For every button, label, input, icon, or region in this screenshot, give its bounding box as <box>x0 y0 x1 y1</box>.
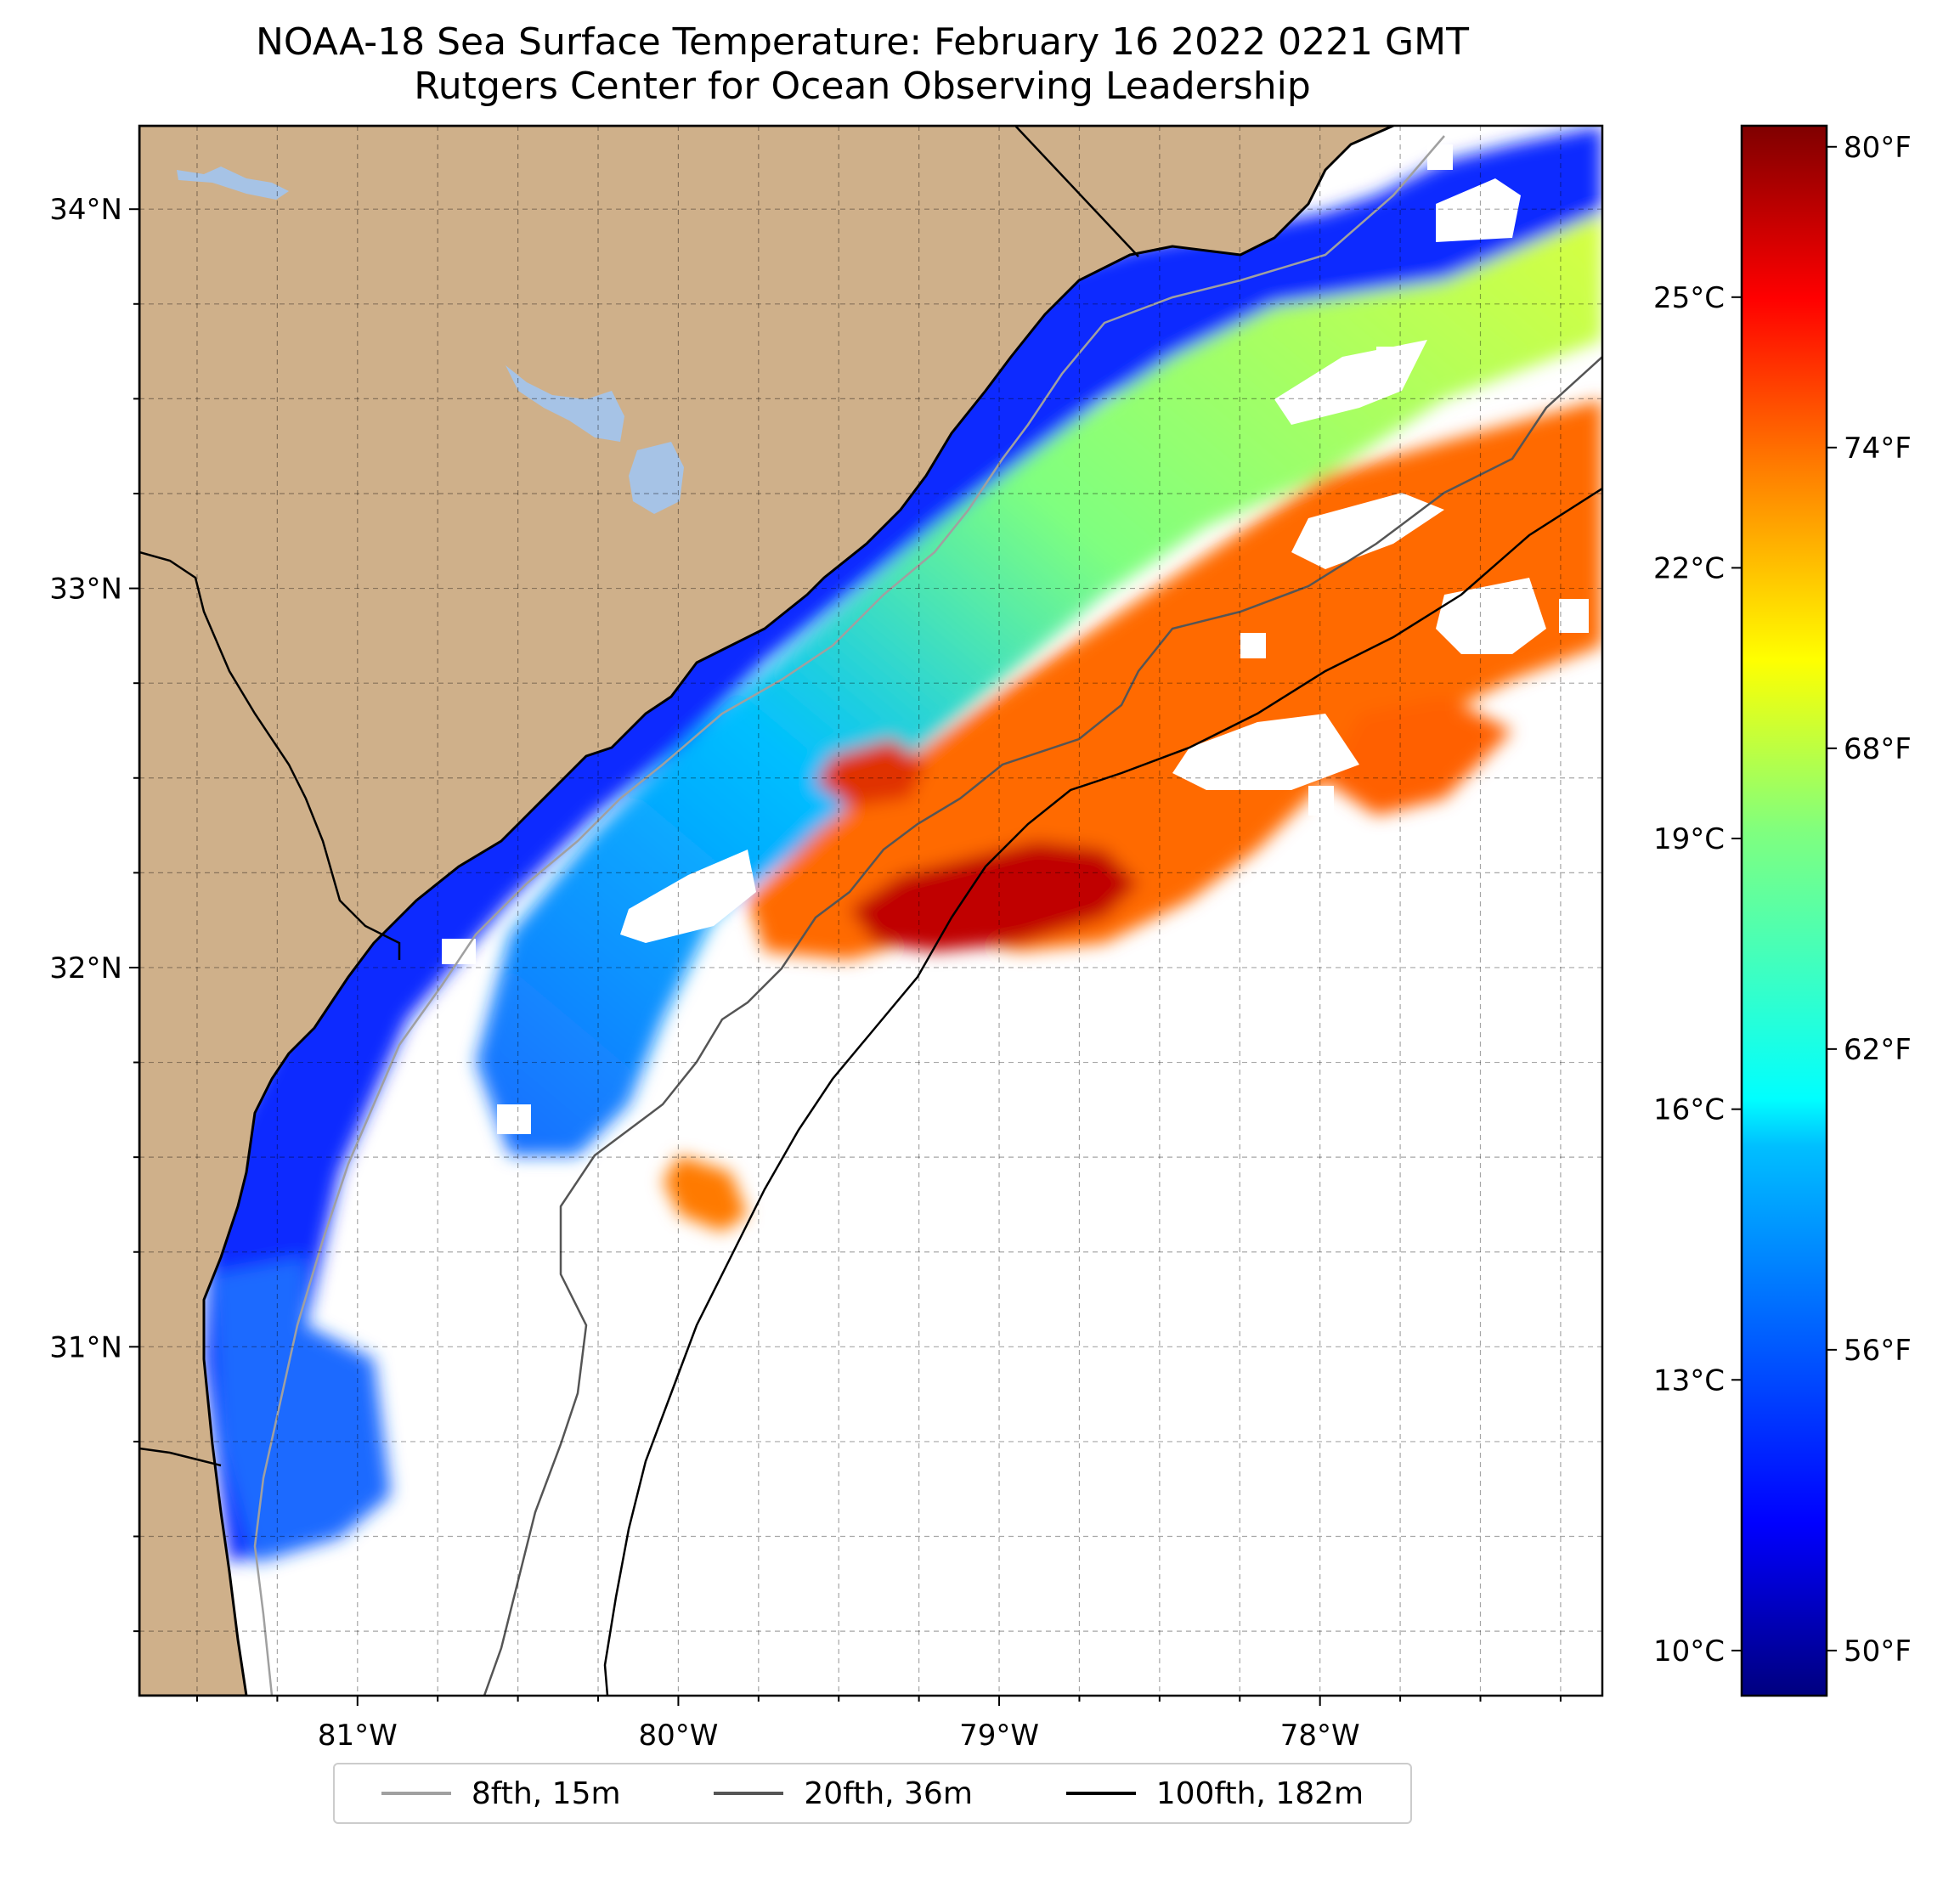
depth-legend: 8fth, 15m 20fth, 36m 100fth, 182m <box>333 1763 1412 1824</box>
lon-tick-label: 78°W <box>1280 1719 1360 1753</box>
sst-warm-core <box>850 841 1138 951</box>
border-sc-ga <box>139 550 401 960</box>
sst-warm-eddy <box>816 739 926 807</box>
sst-warm-east-patch <box>1325 697 1512 816</box>
legend-swatch-100fth <box>1065 1792 1136 1795</box>
lon-tick-label: 80°W <box>638 1719 718 1753</box>
legend-item-100fth: 100fth, 182m <box>1065 1776 1364 1811</box>
fahrenheit-tick-label: 62°F <box>1844 1033 1912 1067</box>
fahrenheit-tick-label: 80°F <box>1844 131 1912 165</box>
legend-label-8fth: 8fth, 15m <box>471 1776 621 1811</box>
lat-tick-label: 34°N <box>49 193 122 227</box>
celsius-tick-label: 25°C <box>1653 281 1725 315</box>
contour-20fth <box>483 356 1602 1696</box>
title-line-1: NOAA-18 Sea Surface Temperature: Februar… <box>256 20 1469 64</box>
border-ga-fl <box>139 1447 222 1467</box>
celsius-tick-label: 22°C <box>1653 551 1725 585</box>
celsius-tick-label: 19°C <box>1653 822 1725 856</box>
colorbar: 10°C 13°C 16°C 19°C 22°C 25°C 50°F 56°F 62°F 68°… <box>1653 124 1912 1697</box>
legend-item-20fth: 20fth, 36m <box>714 1776 973 1811</box>
legend-item-8fth: 8fth, 15m <box>381 1776 621 1811</box>
lake-moultrie-2 <box>629 442 684 514</box>
gridlines <box>139 126 1602 1696</box>
lat-tick-label: 33°N <box>49 573 122 607</box>
colorbar-gradient <box>1740 124 1828 1697</box>
fahrenheit-tick-label: 50°F <box>1844 1634 1912 1668</box>
sst-warm-south-patch <box>663 1155 748 1232</box>
fahrenheit-tick-label: 74°F <box>1844 432 1912 466</box>
lake-moultrie <box>506 365 624 442</box>
contour-100fth <box>603 487 1602 1696</box>
fahrenheit-tick-label: 56°F <box>1844 1334 1912 1368</box>
cloud-gaps <box>442 144 1589 1134</box>
celsius-tick-label: 16°C <box>1653 1093 1725 1127</box>
map-panel <box>139 126 1602 1696</box>
contour-8fth <box>253 135 1445 1696</box>
lat-tick-label: 32°N <box>49 951 122 985</box>
title-line-2: Rutgers Center for Ocean Observing Leade… <box>414 65 1311 108</box>
legend-swatch-20fth <box>714 1792 784 1795</box>
state-borders <box>139 126 1139 1467</box>
latitude-axis: 34°N 33°N 32°N 31°N <box>49 193 139 1633</box>
legend-swatch-8fth <box>381 1792 451 1795</box>
fahrenheit-tick-label: 68°F <box>1844 732 1912 766</box>
legend-label-20fth: 20fth, 36m <box>804 1776 973 1811</box>
lakes <box>177 167 684 514</box>
colorbar-fahrenheit-axis: 50°F 56°F 62°F 68°F 74°F 80°F <box>1827 131 1912 1668</box>
land-coast <box>139 126 1395 1696</box>
lat-tick-label: 31°N <box>49 1330 122 1364</box>
sst-south-blue-patch <box>212 1257 391 1563</box>
lon-tick-label: 81°W <box>318 1719 398 1753</box>
map-title: NOAA-18 Sea Surface Temperature: Februar… <box>0 20 1725 109</box>
map-frame <box>138 124 1604 1697</box>
colorbar-celsius-axis: 10°C 13°C 16°C 19°C 22°C 25°C <box>1653 281 1742 1668</box>
lon-tick-label: 79°W <box>959 1719 1039 1753</box>
legend-label-100fth: 100fth, 182m <box>1155 1776 1364 1811</box>
border-sc-nc <box>1014 126 1139 257</box>
celsius-tick-label: 13°C <box>1653 1363 1725 1397</box>
sst-mid-shelf <box>476 212 1602 1155</box>
lake-marion <box>177 167 289 200</box>
celsius-tick-label: 10°C <box>1653 1634 1725 1668</box>
longitude-axis: 81°W 80°W 79°W 78°W <box>195 1696 1562 1753</box>
